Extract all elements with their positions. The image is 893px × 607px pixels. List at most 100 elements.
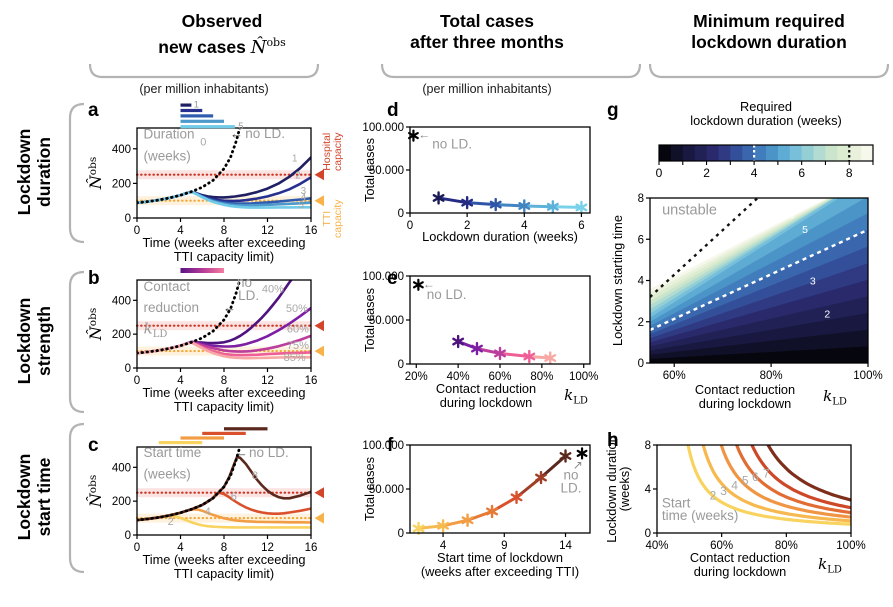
asterisk-marker: [559, 452, 572, 460]
asterisk-marker: [535, 473, 547, 482]
colorbar-cell: [682, 145, 696, 161]
asterisk-marker: [494, 349, 506, 358]
annotation-Contact: Contact: [144, 279, 191, 294]
y-tick-label: 200: [112, 329, 131, 341]
asterisk-marker: [452, 337, 465, 346]
x-axis-label: TTI capacity limit): [174, 399, 274, 414]
y-tick-label: 400: [112, 462, 131, 474]
x-tick-label: 9: [501, 540, 507, 552]
capacity-label: Hospital: [321, 133, 333, 171]
x-axis-label: during lockdown: [440, 395, 532, 410]
x-axis-label: Contact reduction: [690, 550, 790, 565]
annotation-←: ←: [235, 445, 248, 460]
panel-letter-g: g: [607, 100, 619, 121]
x-tick-label: 4: [177, 375, 184, 387]
asterisk-marker: [412, 524, 425, 533]
annotation-time (weeks): time (weeks): [662, 508, 739, 523]
x-axis-label: Time (weeks after exceeding: [142, 385, 305, 400]
series-1: [137, 156, 311, 205]
x-tick-label: 6: [578, 220, 584, 232]
math-label: kLD: [823, 387, 847, 408]
annotation-Start: Start: [662, 496, 691, 511]
x-axis-label: Start time of lockdown: [437, 550, 563, 565]
y-tick-label: 200: [112, 178, 131, 190]
capacity-triangle: [314, 512, 324, 524]
annotation-Start time: Start time: [144, 445, 202, 460]
asterisk-marker: [546, 202, 559, 211]
y-tick-label: 0: [398, 359, 404, 371]
row-label-lockdown-duration: Lockdown duration: [14, 128, 54, 216]
scatter-segment: [475, 347, 502, 355]
subtitle-per-million-1: (per million inhabitants): [139, 82, 269, 96]
legend-bar: [180, 125, 235, 129]
x-tick-label: 2: [464, 220, 470, 232]
annotation-reduction: reduction: [144, 300, 200, 315]
x-axis-label: TTI capacity limit): [174, 566, 274, 581]
y-tick-label: 50.000: [369, 165, 404, 177]
panel-letter-f: f: [387, 435, 394, 456]
annotation-LD.: LD.: [561, 481, 582, 496]
column-header-total-cases: Total cases after three months: [410, 11, 564, 52]
annotation-2: 2: [295, 171, 301, 182]
annotation-2: 2: [168, 516, 174, 528]
row-brace-start-time: [68, 422, 85, 574]
colorbar-tick-label: 0: [656, 166, 663, 180]
isoline-2: [686, 445, 851, 526]
isoline-6: [750, 445, 851, 510]
annotation-5: 5: [802, 224, 808, 236]
colorbar-cell: [754, 145, 767, 161]
capacity-label: capacity: [332, 199, 344, 238]
x-tick-label: 16: [305, 375, 318, 387]
y-tick-label: 400: [112, 144, 131, 156]
y-tick-label: 100.000: [362, 271, 404, 283]
y-tick-label: 2: [638, 317, 644, 329]
no-lockdown-curve: [137, 280, 242, 355]
colorbar-cell: [825, 145, 838, 161]
x-tick-label: 0: [134, 375, 140, 387]
capacity-triangle: [314, 195, 324, 207]
asterisk-marker: [544, 354, 557, 362]
colorbar-title: Required: [740, 99, 792, 114]
asterisk-marker: [576, 449, 588, 457]
colorbar-tick-label: 6: [798, 166, 805, 180]
x-tick-label: 100%: [836, 540, 865, 552]
scatter-segment: [498, 351, 531, 359]
asterisk-marker: [471, 344, 483, 353]
x-tick-label: 0: [134, 225, 140, 237]
x-axis-label: Contact reduction: [695, 382, 795, 397]
y-tick-label: 50.000: [369, 315, 404, 327]
series-85%: [137, 341, 311, 360]
colorbar-border: [658, 144, 874, 162]
x-axis-label: during lockdown: [694, 564, 786, 579]
header-brace-total-cases: [380, 63, 642, 79]
x-tick-label: 12: [261, 542, 274, 554]
header-brace-observed: [88, 63, 320, 79]
legend-bar: [180, 103, 192, 107]
legend-bar: [180, 119, 224, 123]
math-label: kLD: [144, 319, 168, 340]
panel-letter-h: h: [607, 430, 619, 451]
y-tick-label: 50.000: [369, 484, 404, 496]
colorbar-cell: [813, 145, 826, 161]
legend-bar: [180, 108, 203, 113]
legend-bar: [180, 114, 214, 118]
annotation-3: 3: [301, 186, 307, 197]
column-header-observed-new-cases: Observed new cases N̂obs: [158, 11, 286, 58]
x-tick-label: 4: [521, 220, 528, 232]
annotation-40%: 40%: [262, 284, 284, 296]
annotation-(weeks): (weeks): [144, 467, 191, 482]
capacity-label: capacity: [332, 132, 344, 171]
annotation-5: 5: [298, 200, 304, 211]
x-axis-label: Time (weeks after exceeding: [142, 235, 305, 250]
annotation-4: 4: [205, 506, 211, 518]
row-brace-duration: [68, 102, 85, 244]
y-tick-label: 0: [398, 528, 404, 540]
legend-bar: [180, 436, 224, 440]
colorbar-cell: [694, 145, 708, 161]
annotation-0: 0: [200, 136, 206, 148]
colorbar-cell: [742, 145, 755, 161]
capacity-triangle: [314, 345, 324, 357]
x-tick-label: 12: [261, 225, 274, 237]
annotation-1: 1: [292, 154, 298, 165]
panel-letter-e: e: [387, 268, 398, 289]
